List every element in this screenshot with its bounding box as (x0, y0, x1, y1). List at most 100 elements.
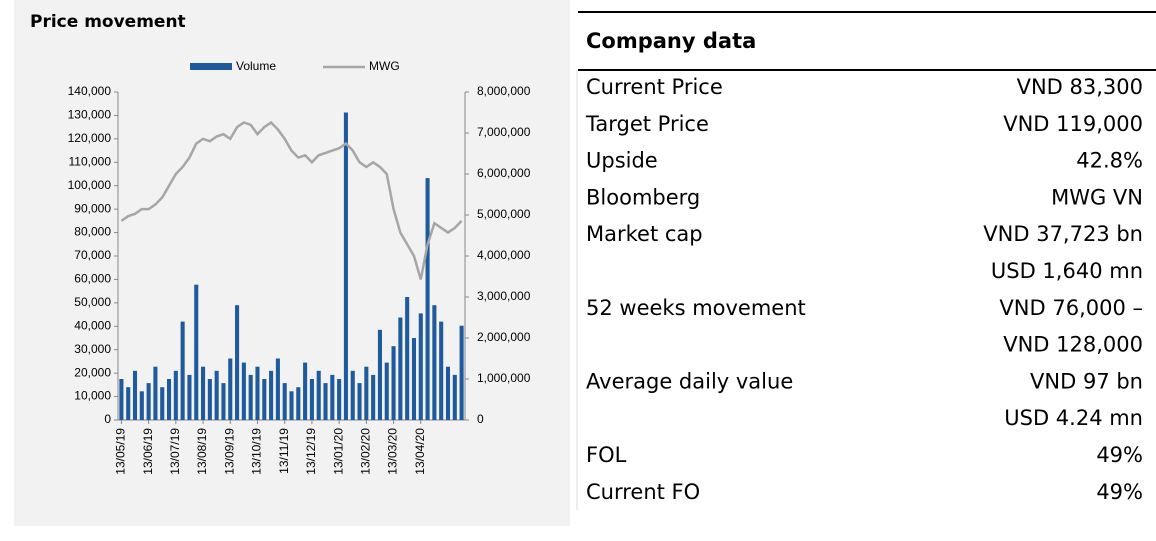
volume-bar (377, 329, 382, 420)
volume-bar (296, 387, 301, 420)
volume-bar (275, 358, 280, 420)
x-tick-label: 13/02/20 (359, 428, 373, 475)
volume-bar (180, 321, 185, 420)
y-tick-label: 140,000 (68, 84, 112, 98)
volume-bar (201, 366, 206, 420)
row-label: Current FO (586, 480, 700, 504)
volume-bar (139, 391, 144, 420)
y2-tick-label: 2,000,000 (477, 330, 531, 344)
volume-bar (445, 366, 451, 420)
y-tick-label: 10,000 (74, 389, 111, 403)
volume-bar (132, 370, 138, 420)
row-label: Bloomberg (586, 185, 700, 209)
y-tick-label: 60,000 (74, 272, 111, 286)
volume-bar (221, 383, 226, 420)
x-tick-label: 13/05/19 (114, 428, 128, 475)
row-label: Average daily value (586, 369, 793, 393)
volume-bar (459, 325, 464, 420)
y2-tick-label: 4,000,000 (477, 248, 531, 262)
row-value: VND 83,300 (1017, 75, 1143, 99)
row-value: 49% (1096, 480, 1143, 504)
row-value: USD 4.24 mn (1004, 406, 1143, 430)
row-label: FOL (586, 443, 627, 467)
volume-bar (316, 370, 321, 420)
volume-bar (187, 374, 192, 420)
volume-bar (384, 362, 389, 420)
volume-bar (330, 374, 335, 420)
y2-tick-label: 1,000,000 (477, 371, 531, 385)
volume-bar (262, 379, 267, 420)
volume-bar (248, 374, 253, 420)
y2-tick-label: 5,000,000 (477, 207, 531, 221)
volume-bar (146, 383, 151, 420)
row-value: VND 119,000 (1003, 112, 1143, 136)
volume-bar (309, 379, 314, 420)
volume-bar (357, 383, 362, 420)
x-tick-label: 13/09/19 (222, 428, 236, 475)
volume-bar (398, 317, 403, 420)
legend-label: MWG (369, 59, 400, 73)
y2-tick-label: 0 (477, 412, 484, 426)
row-label: Market cap (586, 222, 703, 246)
volume-bar (255, 366, 260, 420)
volume-bar (418, 313, 423, 420)
y-tick-label: 120,000 (68, 131, 112, 145)
row-label: Target Price (585, 112, 709, 136)
volume-bar (425, 178, 430, 420)
volume-bar (160, 387, 165, 420)
volume-bar (241, 362, 246, 420)
volume-bar (228, 358, 233, 420)
volume-bar (207, 379, 212, 420)
volume-bar (337, 379, 342, 420)
x-tick-label: 13/04/20 (413, 428, 427, 475)
y-tick-label: 80,000 (74, 225, 111, 239)
y-tick-label: 0 (104, 412, 111, 426)
row-value: VND 76,000 – (999, 296, 1143, 320)
y-tick-label: 130,000 (68, 108, 112, 122)
volume-bar (269, 370, 274, 420)
row-value: USD 1,640 mn (991, 259, 1143, 283)
x-tick-label: 13/01/20 (331, 428, 345, 475)
row-value: 49% (1096, 443, 1143, 467)
x-tick-label: 13/07/19 (168, 428, 182, 475)
volume-bar (439, 321, 444, 420)
volume-bar (166, 379, 172, 420)
volume-bar (173, 370, 178, 420)
volume-bar (391, 346, 396, 420)
legend-label: Volume (236, 59, 276, 73)
volume-bar (194, 284, 199, 420)
volume-bar (153, 366, 158, 420)
table-title: Company data (586, 29, 756, 53)
row-label: Current Price (586, 75, 723, 99)
x-tick-label: 13/03/20 (386, 428, 400, 475)
y-tick-label: 100,000 (68, 178, 112, 192)
row-label: 52 weeks movement (586, 296, 806, 320)
volume-bar (452, 374, 457, 420)
y-tick-label: 20,000 (74, 365, 111, 379)
x-tick-label: 13/08/19 (195, 428, 209, 475)
y-tick-label: 50,000 (74, 295, 111, 309)
y2-tick-label: 8,000,000 (477, 84, 531, 98)
volume-bar (323, 383, 328, 420)
volume-bar (214, 370, 219, 420)
y-tick-label: 70,000 (74, 248, 111, 262)
x-tick-label: 13/11/19 (277, 428, 291, 474)
chart-title: Price movement (30, 12, 186, 32)
row-value: MWG VN (1051, 185, 1143, 209)
volume-bar (289, 391, 294, 420)
y2-tick-label: 7,000,000 (477, 125, 531, 139)
volume-bar (126, 387, 131, 420)
volume-bar (235, 305, 240, 420)
legend-swatch (190, 63, 232, 70)
y2-tick-label: 6,000,000 (477, 166, 531, 180)
volume-bar (371, 374, 376, 420)
x-tick-label: 13/06/19 (141, 428, 155, 475)
y-tick-label: 90,000 (74, 201, 111, 215)
y-tick-label: 30,000 (74, 342, 111, 356)
row-label: Upside (586, 149, 658, 173)
row-value: VND 97 bn (1030, 369, 1143, 393)
volume-bar (303, 362, 308, 420)
price-line (120, 120, 463, 280)
volume-bar (411, 338, 417, 420)
